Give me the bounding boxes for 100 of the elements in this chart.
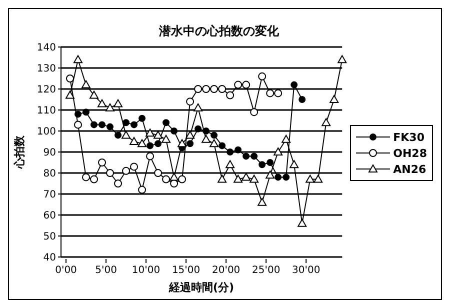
point <box>66 74 74 82</box>
point <box>274 174 282 181</box>
point <box>106 169 114 177</box>
point <box>154 169 162 177</box>
point <box>210 132 218 139</box>
point <box>202 85 210 93</box>
point <box>106 123 114 130</box>
point <box>210 85 218 93</box>
point <box>186 98 194 106</box>
point <box>170 172 179 181</box>
point <box>186 140 194 148</box>
x-tick-label: 30'00 <box>292 265 320 276</box>
point <box>226 160 235 168</box>
point <box>74 55 83 64</box>
point <box>146 152 154 160</box>
chart-title: 潜水中の心拍数の変化 <box>158 23 280 40</box>
point <box>282 174 290 181</box>
point <box>322 118 331 126</box>
point <box>90 121 98 128</box>
legend-label: FK30 <box>393 130 424 144</box>
x-tick-label: 25'00 <box>252 265 280 276</box>
y-tick-label: 130 <box>36 64 56 75</box>
point <box>330 95 339 103</box>
point <box>290 81 298 88</box>
point <box>314 174 323 183</box>
point <box>130 162 138 171</box>
y-tick-label: 70 <box>43 190 56 201</box>
point <box>234 80 242 89</box>
point <box>162 175 170 184</box>
x-tick-label: 15'00 <box>172 265 200 276</box>
x-tick-label: 5'00 <box>95 265 117 276</box>
point <box>122 130 131 139</box>
y-tick-label: 60 <box>43 210 56 222</box>
point <box>338 55 347 64</box>
point <box>130 137 139 145</box>
point <box>82 80 91 88</box>
point <box>250 152 258 160</box>
point <box>122 166 130 175</box>
point <box>266 159 274 166</box>
point <box>66 90 74 99</box>
point <box>258 72 266 80</box>
point <box>122 119 130 126</box>
point <box>170 128 178 134</box>
point <box>98 158 106 166</box>
y-tick-label: 110 <box>36 106 56 117</box>
point <box>226 91 234 100</box>
y-tick-label: 90 <box>43 148 56 159</box>
point <box>298 96 306 103</box>
point <box>266 170 275 179</box>
point <box>98 121 106 128</box>
point <box>242 172 251 181</box>
point <box>210 139 219 148</box>
point <box>218 85 226 93</box>
legend-label: AN26 <box>393 162 426 176</box>
point <box>290 160 299 168</box>
point <box>250 174 259 183</box>
x-axis-title: 経過時間(分) <box>168 281 234 294</box>
y-tick-label: 100 <box>36 126 56 138</box>
point <box>266 89 274 98</box>
point <box>218 142 226 150</box>
point <box>146 128 155 137</box>
point <box>258 198 267 206</box>
point <box>298 218 307 227</box>
y-tick-label: 120 <box>36 84 56 96</box>
point <box>242 152 250 160</box>
x-tick-label: 20'00 <box>212 265 240 276</box>
point <box>154 140 162 148</box>
point <box>162 134 171 143</box>
y-tick-label: 50 <box>43 232 56 243</box>
point <box>114 180 122 188</box>
point <box>242 80 250 89</box>
y-tick-label: 80 <box>43 168 56 180</box>
point <box>178 175 186 184</box>
point <box>226 148 234 156</box>
point <box>74 120 82 129</box>
point <box>274 89 282 98</box>
point <box>234 174 243 183</box>
x-tick-label: 10'00 <box>132 265 160 276</box>
point <box>218 174 227 183</box>
point <box>114 99 123 108</box>
point <box>138 114 146 122</box>
point <box>282 134 291 143</box>
legend-label: OH28 <box>393 146 427 160</box>
point <box>138 139 147 148</box>
point <box>82 108 90 116</box>
point <box>194 103 203 112</box>
point <box>170 180 178 188</box>
point <box>162 119 170 126</box>
point <box>90 175 98 184</box>
y-axis-title: 心拍数 <box>12 134 26 170</box>
point <box>130 121 138 128</box>
point <box>234 146 242 154</box>
point <box>258 161 266 168</box>
y-tick-label: 40 <box>43 252 56 264</box>
point <box>114 132 122 139</box>
point <box>178 139 187 148</box>
point <box>98 99 107 108</box>
point <box>194 85 202 93</box>
point <box>186 130 195 139</box>
point <box>154 130 163 139</box>
